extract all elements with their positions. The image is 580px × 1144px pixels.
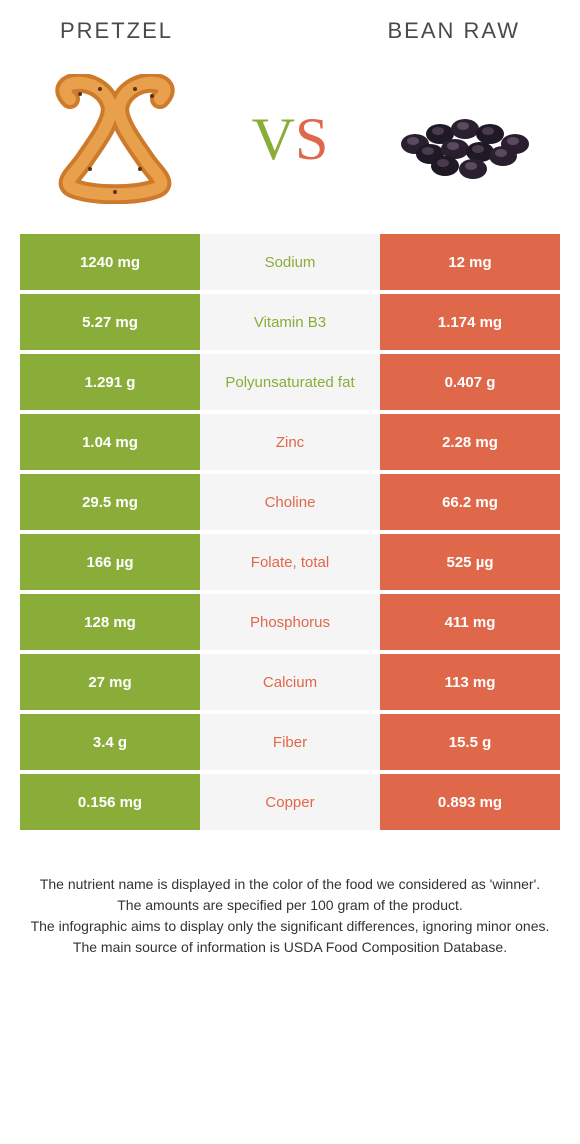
table-row: 166 µgFolate, total525 µg (20, 534, 560, 590)
comparison-table: 1240 mgSodium12 mg5.27 mgVitamin B31.174… (0, 234, 580, 830)
nutrient-label: Phosphorus (200, 594, 380, 650)
title-left: PRETZEL (60, 18, 173, 44)
nutrient-label: Folate, total (200, 534, 380, 590)
value-right: 66.2 mg (380, 474, 560, 530)
nutrient-label: Sodium (200, 234, 380, 290)
title-right: BEAN RAW (387, 18, 520, 44)
pretzel-image (30, 74, 200, 204)
footer-line: The nutrient name is displayed in the co… (25, 874, 555, 895)
value-right: 411 mg (380, 594, 560, 650)
value-left: 1.04 mg (20, 414, 200, 470)
vs-s: S (295, 106, 328, 172)
value-left: 29.5 mg (20, 474, 200, 530)
value-right: 15.5 g (380, 714, 560, 770)
nutrient-label: Vitamin B3 (200, 294, 380, 350)
table-row: 1.04 mgZinc2.28 mg (20, 414, 560, 470)
value-left: 1.291 g (20, 354, 200, 410)
value-left: 1240 mg (20, 234, 200, 290)
value-right: 113 mg (380, 654, 560, 710)
footer-line: The infographic aims to display only the… (25, 916, 555, 937)
vs-v: V (252, 106, 295, 172)
value-left: 0.156 mg (20, 774, 200, 830)
value-right: 0.407 g (380, 354, 560, 410)
value-right: 525 µg (380, 534, 560, 590)
value-right: 1.174 mg (380, 294, 560, 350)
value-right: 0.893 mg (380, 774, 560, 830)
table-row: 3.4 gFiber15.5 g (20, 714, 560, 770)
table-row: 29.5 mgCholine66.2 mg (20, 474, 560, 530)
table-row: 128 mgPhosphorus411 mg (20, 594, 560, 650)
value-left: 27 mg (20, 654, 200, 710)
value-right: 12 mg (380, 234, 560, 290)
header: PRETZEL BEAN RAW (0, 0, 580, 54)
table-row: 5.27 mgVitamin B31.174 mg (20, 294, 560, 350)
value-left: 166 µg (20, 534, 200, 590)
value-left: 3.4 g (20, 714, 200, 770)
nutrient-label: Polyunsaturated fat (200, 354, 380, 410)
table-row: 27 mgCalcium113 mg (20, 654, 560, 710)
table-row: 1.291 gPolyunsaturated fat0.407 g (20, 354, 560, 410)
footer-line: The amounts are specified per 100 gram o… (25, 895, 555, 916)
table-row: 0.156 mgCopper0.893 mg (20, 774, 560, 830)
footer-notes: The nutrient name is displayed in the co… (0, 834, 580, 958)
vs-row: VS (0, 54, 580, 234)
beans-image (380, 74, 550, 204)
nutrient-label: Calcium (200, 654, 380, 710)
nutrient-label: Copper (200, 774, 380, 830)
nutrient-label: Choline (200, 474, 380, 530)
nutrient-label: Zinc (200, 414, 380, 470)
value-left: 5.27 mg (20, 294, 200, 350)
nutrient-label: Fiber (200, 714, 380, 770)
value-left: 128 mg (20, 594, 200, 650)
value-right: 2.28 mg (380, 414, 560, 470)
table-row: 1240 mgSodium12 mg (20, 234, 560, 290)
footer-line: The main source of information is USDA F… (25, 937, 555, 958)
vs-label: VS (252, 105, 329, 174)
